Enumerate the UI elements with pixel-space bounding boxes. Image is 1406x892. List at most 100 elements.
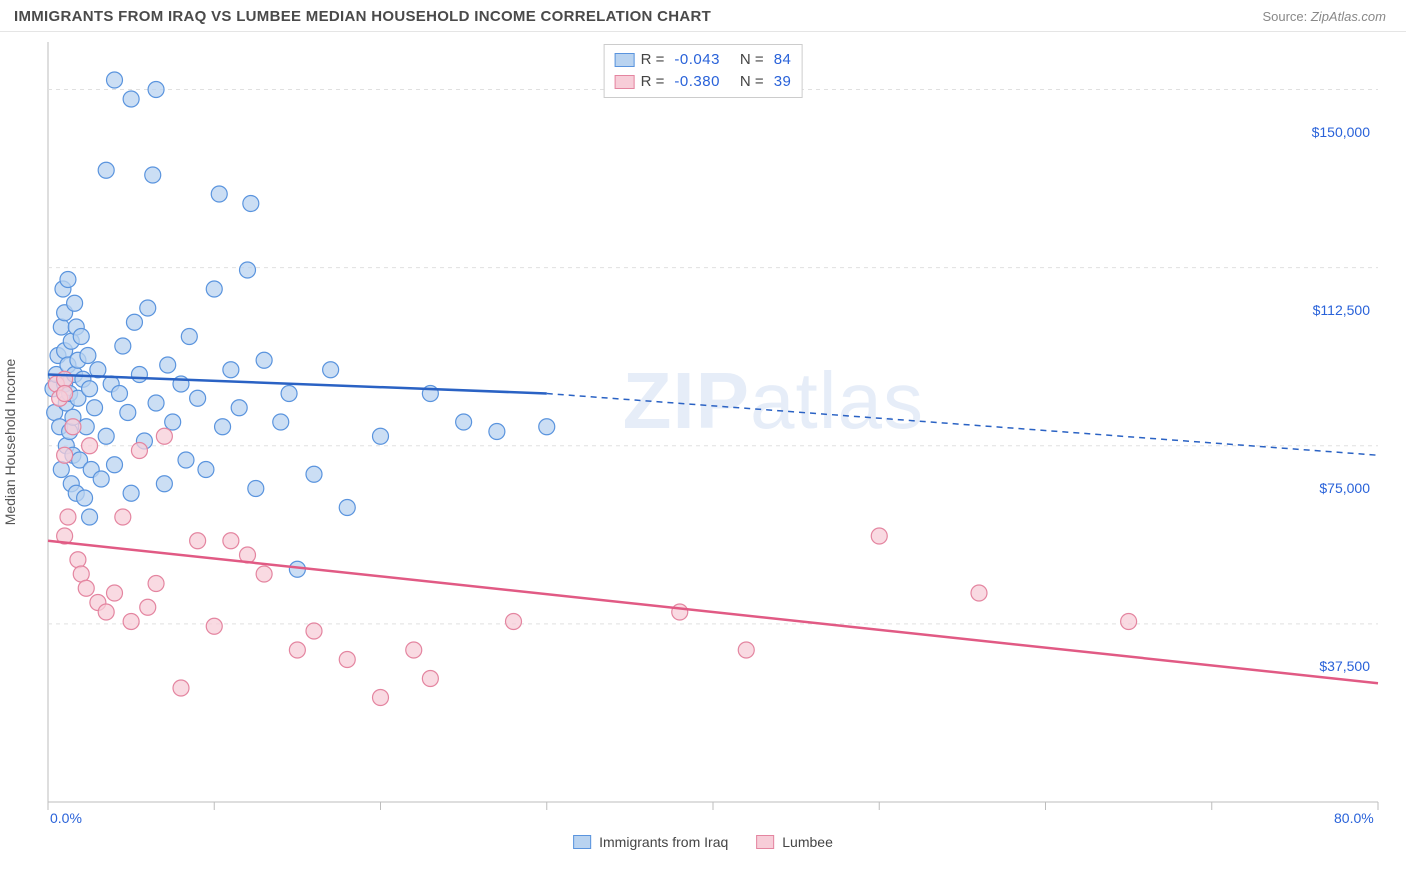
data-point (70, 552, 86, 568)
data-point (65, 419, 81, 435)
data-point (148, 395, 164, 411)
data-point (198, 462, 214, 478)
data-point (190, 390, 206, 406)
data-point (456, 414, 472, 430)
data-point (181, 329, 197, 345)
data-point (160, 357, 176, 373)
legend-swatch (573, 835, 591, 849)
data-point (82, 381, 98, 397)
data-point (243, 196, 259, 212)
data-point (123, 614, 139, 630)
y-tick-label: $75,000 (1319, 480, 1370, 496)
legend-n-value: 39 (774, 71, 792, 93)
data-point (165, 414, 181, 430)
data-point (140, 599, 156, 615)
data-point (206, 618, 222, 634)
data-point (738, 642, 754, 658)
data-point (273, 414, 289, 430)
data-point (422, 671, 438, 687)
source-attribution: Source: ZipAtlas.com (1262, 9, 1386, 24)
data-point (60, 509, 76, 525)
data-point (80, 348, 96, 364)
data-point (173, 680, 189, 696)
legend-n-label: N = (740, 49, 764, 71)
data-point (339, 500, 355, 516)
data-point (223, 362, 239, 378)
legend-label: Immigrants from Iraq (599, 834, 728, 850)
data-point (240, 262, 256, 278)
data-point (73, 329, 89, 345)
data-point (373, 428, 389, 444)
legend-n-value: 84 (774, 49, 792, 71)
data-point (98, 604, 114, 620)
chart-title: IMMIGRANTS FROM IRAQ VS LUMBEE MEDIAN HO… (14, 8, 711, 25)
data-point (120, 405, 136, 421)
y-axis-label: Median Household Income (2, 359, 18, 526)
data-point (115, 338, 131, 354)
data-point (281, 386, 297, 402)
legend-r-label: R = (641, 71, 665, 93)
data-point (131, 443, 147, 459)
data-point (256, 352, 272, 368)
data-point (123, 485, 139, 501)
data-point (73, 566, 89, 582)
data-point (339, 652, 355, 668)
legend-n-label: N = (740, 71, 764, 93)
data-point (971, 585, 987, 601)
legend-label: Lumbee (782, 834, 833, 850)
data-point (53, 319, 69, 335)
data-point (148, 576, 164, 592)
data-point (373, 690, 389, 706)
data-point (60, 272, 76, 288)
data-point (306, 623, 322, 639)
data-point (67, 295, 83, 311)
data-point (289, 642, 305, 658)
data-point (123, 91, 139, 107)
regression-line (48, 541, 1378, 684)
legend-row: R = -0.380N = 39 (615, 71, 792, 93)
y-tick-label: $37,500 (1319, 658, 1370, 674)
correlation-legend: R = -0.043 N = 84R = -0.380N = 39 (604, 44, 803, 98)
data-point (539, 419, 555, 435)
legend-swatch (615, 75, 635, 89)
data-point (190, 533, 206, 549)
data-point (82, 438, 98, 454)
chart-area: Median Household Income ZIPatlas R = -0.… (0, 32, 1406, 852)
data-point (57, 386, 73, 402)
data-point (77, 490, 93, 506)
legend-swatch (615, 53, 635, 67)
data-point (126, 314, 142, 330)
data-point (93, 471, 109, 487)
data-point (87, 400, 103, 416)
data-point (148, 82, 164, 98)
legend-r-label: R = (641, 49, 665, 71)
data-point (306, 466, 322, 482)
data-point (406, 642, 422, 658)
data-point (53, 462, 69, 478)
data-point (107, 72, 123, 88)
data-point (871, 528, 887, 544)
chart-header: IMMIGRANTS FROM IRAQ VS LUMBEE MEDIAN HO… (0, 0, 1406, 32)
legend-item: Lumbee (756, 834, 833, 850)
data-point (107, 585, 123, 601)
data-point (206, 281, 222, 297)
data-point (107, 457, 123, 473)
legend-r-value: -0.043 (674, 49, 720, 71)
scatter-plot (0, 32, 1406, 852)
data-point (82, 509, 98, 525)
data-point (1121, 614, 1137, 630)
data-point (57, 447, 73, 463)
x-axis-max-label: 80.0% (1334, 810, 1374, 826)
data-point (140, 300, 156, 316)
data-point (178, 452, 194, 468)
data-point (111, 386, 127, 402)
data-point (211, 186, 227, 202)
series-legend: Immigrants from Iraq Lumbee (573, 834, 833, 850)
data-point (223, 533, 239, 549)
x-axis-min-label: 0.0% (50, 810, 82, 826)
data-point (231, 400, 247, 416)
data-point (506, 614, 522, 630)
source-link[interactable]: ZipAtlas.com (1311, 9, 1386, 24)
legend-swatch (756, 835, 774, 849)
data-point (98, 162, 114, 178)
